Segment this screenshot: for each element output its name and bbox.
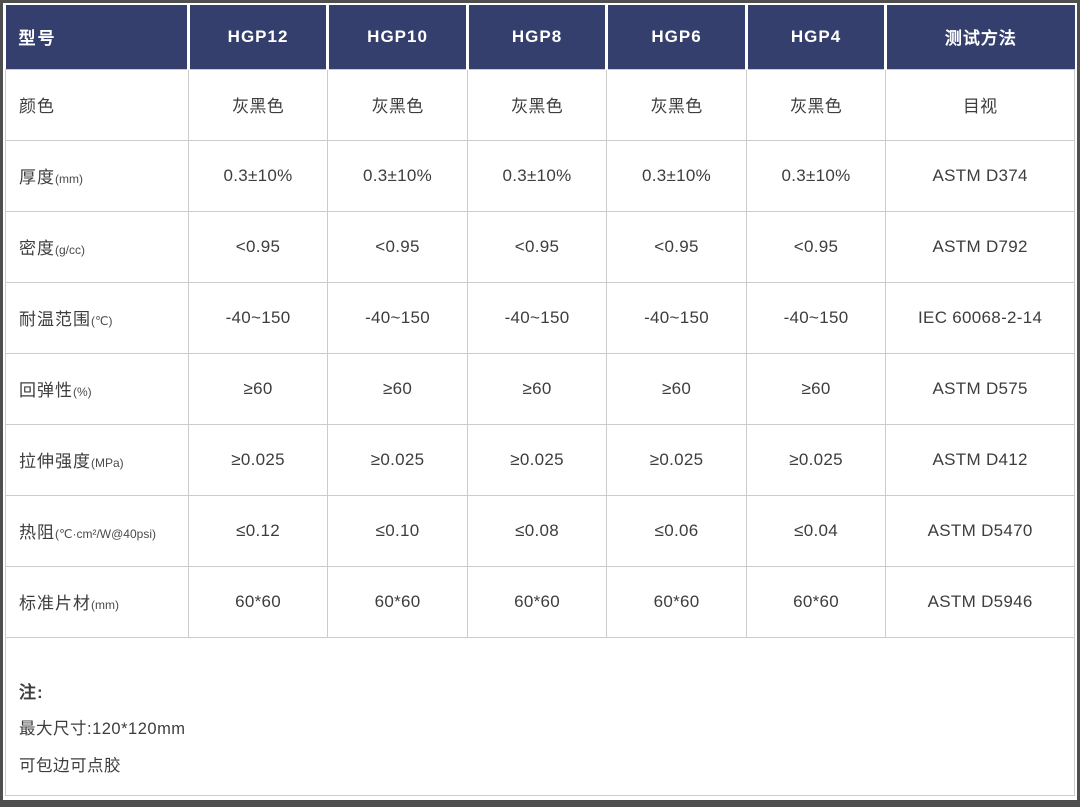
- cell-value: 灰黑色: [187, 68, 329, 141]
- cell-value: <0.95: [466, 210, 608, 283]
- cell-value: ≥60: [327, 352, 468, 425]
- notes-title: 注:: [19, 682, 44, 702]
- cell-value: ≥0.025: [187, 423, 329, 496]
- cell-value: ≤0.06: [606, 494, 747, 567]
- cell-value: <0.95: [327, 210, 468, 283]
- cell-value: ≥60: [606, 352, 747, 425]
- column-header-hgp6: HGP6: [605, 5, 747, 69]
- notes-section: 注: 最大尺寸:120*120mm 可包边可点胶: [5, 637, 1075, 796]
- table-row-temp-range: 耐温范围(℃) -40~150 -40~150 -40~150 -40~150 …: [5, 281, 1075, 354]
- cell-value: ≥60: [745, 352, 887, 425]
- row-unit: (%): [73, 385, 92, 399]
- cell-value: 60*60: [187, 565, 329, 638]
- cell-value: ≥60: [187, 352, 329, 425]
- cell-value: ≤0.08: [466, 494, 608, 567]
- test-method-cell: IEC 60068-2-14: [885, 281, 1075, 354]
- row-label: 热阻(℃·cm²/W@40psi): [5, 494, 189, 567]
- cell-value: <0.95: [606, 210, 747, 283]
- row-label: 拉伸强度(MPa): [5, 423, 189, 496]
- cell-value: -40~150: [745, 281, 887, 354]
- cell-value: ≤0.04: [745, 494, 887, 567]
- table-row-density: 密度(g/cc) <0.95 <0.95 <0.95 <0.95 <0.95 A…: [5, 210, 1075, 283]
- row-label-text: 回弹性: [19, 381, 73, 400]
- cell-value: 0.3±10%: [606, 139, 747, 212]
- row-label-text: 密度: [19, 239, 55, 258]
- column-header-hgp4: HGP4: [744, 5, 886, 69]
- row-label-text: 耐温范围: [19, 310, 91, 329]
- column-header-model-label: 型号: [5, 5, 189, 69]
- cell-value: 0.3±10%: [187, 139, 329, 212]
- column-header-test-method: 测试方法: [884, 5, 1075, 69]
- table-row-thickness: 厚度(mm) 0.3±10% 0.3±10% 0.3±10% 0.3±10% 0…: [5, 139, 1075, 212]
- table-row-tensile-strength: 拉伸强度(MPa) ≥0.025 ≥0.025 ≥0.025 ≥0.025 ≥0…: [5, 423, 1075, 496]
- cell-value: -40~150: [327, 281, 468, 354]
- cell-value: <0.95: [745, 210, 887, 283]
- cell-value: ≥0.025: [466, 423, 608, 496]
- table-row-resilience: 回弹性(%) ≥60 ≥60 ≥60 ≥60 ≥60 ASTM D575: [5, 352, 1075, 425]
- cell-value: ≥60: [466, 352, 608, 425]
- row-label: 颜色: [5, 68, 189, 141]
- row-label: 密度(g/cc): [5, 210, 189, 283]
- cell-value: 60*60: [327, 565, 468, 638]
- cell-value: -40~150: [466, 281, 608, 354]
- cell-value: 60*60: [466, 565, 608, 638]
- row-label-text: 热阻: [19, 523, 55, 542]
- test-method-cell: ASTM D374: [885, 139, 1075, 212]
- notes-line-edge-glue: 可包边可点胶: [19, 756, 121, 775]
- cell-value: 60*60: [745, 565, 887, 638]
- cell-value: -40~150: [187, 281, 329, 354]
- column-header-hgp12: HGP12: [186, 5, 328, 69]
- spec-table: 型号 HGP12 HGP10 HGP8 HGP6 HGP4 测试方法 颜色 灰黑…: [5, 5, 1075, 638]
- row-unit: (℃): [91, 314, 113, 328]
- cell-value: 0.3±10%: [466, 139, 608, 212]
- header-row: 型号 HGP12 HGP10 HGP8 HGP6 HGP4 测试方法: [5, 5, 1075, 69]
- cell-value: 灰黑色: [327, 68, 468, 141]
- cell-value: ≥0.025: [327, 423, 468, 496]
- cell-value: ≤0.10: [327, 494, 468, 567]
- cell-value: 灰黑色: [745, 68, 887, 141]
- row-unit: (MPa): [91, 456, 124, 470]
- row-unit: (mm): [91, 598, 119, 612]
- row-unit: (mm): [55, 172, 83, 186]
- row-unit: (℃·cm²/W@40psi): [55, 527, 156, 541]
- row-label: 耐温范围(℃): [5, 281, 189, 354]
- row-label: 厚度(mm): [5, 139, 189, 212]
- row-label-text: 颜色: [19, 97, 55, 116]
- test-method-cell: ASTM D792: [885, 210, 1075, 283]
- row-label: 回弹性(%): [5, 352, 189, 425]
- cell-value: 0.3±10%: [327, 139, 468, 212]
- cell-value: 灰黑色: [606, 68, 747, 141]
- cell-value: 灰黑色: [466, 68, 608, 141]
- notes-line-max-size: 最大尺寸:120*120mm: [19, 719, 186, 738]
- table-row-color: 颜色 灰黑色 灰黑色 灰黑色 灰黑色 灰黑色 目视: [5, 68, 1075, 141]
- cell-value: 60*60: [606, 565, 747, 638]
- cell-value: -40~150: [606, 281, 747, 354]
- table-row-thermal-resistance: 热阻(℃·cm²/W@40psi) ≤0.12 ≤0.10 ≤0.08 ≤0.0…: [5, 494, 1075, 567]
- row-label: 标准片材(mm): [5, 565, 189, 638]
- cell-value: ≥0.025: [606, 423, 747, 496]
- column-header-hgp8: HGP8: [465, 5, 607, 69]
- test-method-cell: ASTM D5470: [885, 494, 1075, 567]
- cell-value: 0.3±10%: [745, 139, 887, 212]
- test-method-cell: 目视: [885, 68, 1075, 141]
- test-method-cell: ASTM D5946: [885, 565, 1075, 638]
- column-header-hgp10: HGP10: [326, 5, 468, 69]
- row-label-text: 厚度: [19, 168, 55, 187]
- row-unit: (g/cc): [55, 243, 85, 257]
- cell-value: ≤0.12: [187, 494, 329, 567]
- test-method-cell: ASTM D575: [885, 352, 1075, 425]
- cell-value: <0.95: [187, 210, 329, 283]
- test-method-cell: ASTM D412: [885, 423, 1075, 496]
- cell-value: ≥0.025: [745, 423, 887, 496]
- row-label-text: 拉伸强度: [19, 452, 91, 471]
- table-row-standard-sheet: 标准片材(mm) 60*60 60*60 60*60 60*60 60*60 A…: [5, 565, 1075, 638]
- row-label-text: 标准片材: [19, 594, 91, 613]
